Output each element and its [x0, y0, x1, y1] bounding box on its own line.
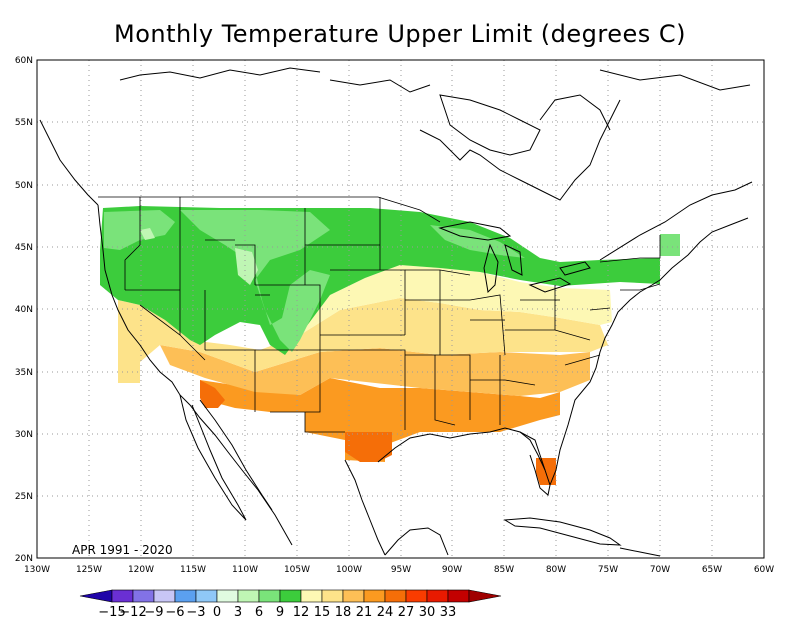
colorbar-label: 18 [335, 605, 352, 618]
lon-tick: 95W [391, 565, 411, 575]
lon-tick: 75W [598, 565, 618, 575]
colorbar-swatch [363, 589, 386, 603]
colorbar-swatch [153, 589, 176, 603]
zone-6-9-northwest [104, 210, 175, 250]
lon-tick: 110W [232, 565, 258, 575]
colorbar-label: 9 [276, 605, 284, 618]
lon-tick: 130W [24, 565, 50, 575]
colorbar-low-arrow [79, 589, 113, 603]
lon-tick: 100W [336, 565, 362, 575]
lon-tick: 80W [546, 565, 566, 575]
colorbar-swatch [447, 589, 470, 603]
zone-24-27-texas [345, 432, 392, 462]
colorbar-label: −3 [186, 605, 205, 618]
colorbar-label: 12 [293, 605, 310, 618]
lon-axis: 130W 125W 120W 115W 110W 105W 100W 95W 9… [24, 565, 774, 575]
zone-3-6-sierra [140, 228, 155, 240]
colorbar-label: −6 [165, 605, 184, 618]
colorbar-swatch [174, 589, 197, 603]
lat-tick: 35N [15, 368, 33, 378]
graticule [37, 60, 764, 558]
lat-tick: 40N [15, 305, 33, 315]
temperature-field [100, 206, 680, 485]
map-title: Monthly Temperature Upper Limit (degrees… [113, 20, 687, 48]
coastlines [39, 67, 753, 557]
lat-axis: 60N 55N 50N 45N 40N 35N 30N 25N 20N [15, 56, 33, 564]
colorbar-label: 21 [356, 605, 373, 618]
lon-tick: 125W [76, 565, 102, 575]
lat-tick: 60N [15, 56, 33, 66]
lat-tick: 30N [15, 430, 33, 440]
lat-tick: 20N [15, 554, 33, 564]
colorbar-label: −9 [144, 605, 163, 618]
zone-3-6-high [235, 248, 258, 285]
lon-tick: 70W [650, 565, 670, 575]
colorbar-swatch [342, 589, 365, 603]
colorbar-swatch [216, 589, 239, 603]
colorbar-swatch [384, 589, 407, 603]
colorbar-label: 33 [440, 605, 457, 618]
colorbar-swatch [132, 589, 155, 603]
colorbar-label: −12 [119, 605, 146, 618]
colorbar-label: 3 [234, 605, 242, 618]
colorbar-swatch [195, 589, 218, 603]
colorbar-swatch [111, 589, 134, 603]
period-label: APR 1991 - 2020 [72, 543, 173, 557]
colorbar-label: −15 [98, 605, 125, 618]
colorbar-swatch [279, 589, 302, 603]
colorbar-swatch [300, 589, 323, 603]
lon-tick: 90W [442, 565, 462, 575]
zone-15-18 [118, 298, 608, 383]
colorbar-label: 15 [314, 605, 331, 618]
lon-tick: 85W [494, 565, 514, 575]
lat-tick: 45N [15, 243, 33, 253]
colorbar-label: 6 [255, 605, 263, 618]
colorbar-swatch [426, 589, 449, 603]
zone-18-21 [160, 345, 590, 396]
lon-tick: 120W [128, 565, 154, 575]
lat-tick: 55N [15, 118, 33, 128]
colorbar-swatch [405, 589, 428, 603]
colorbar-high-arrow [468, 589, 502, 603]
state-borders [98, 196, 661, 433]
colorbar-label: 27 [398, 605, 415, 618]
plot-frame [36, 59, 765, 559]
colorbar-label: 24 [377, 605, 394, 618]
lon-tick: 65W [702, 565, 722, 575]
lon-tick: 60W [754, 565, 774, 575]
lon-tick: 105W [284, 565, 310, 575]
colorbar-label: 0 [213, 605, 221, 618]
colorbar-swatch [321, 589, 344, 603]
lon-tick: 115W [180, 565, 206, 575]
lat-tick: 25N [15, 492, 33, 502]
zone-6-9-maine [660, 234, 680, 256]
zone-6-9-rockies [180, 210, 330, 352]
zone-24-27-arizona [200, 380, 225, 408]
colorbar: −15−12−9 −6 −3 0 3 6 9 12 15 18 21 24 27 30 33 [79, 589, 502, 618]
colorbar-swatch [258, 589, 281, 603]
colorbar-label: 30 [419, 605, 436, 618]
lat-tick: 50N [15, 181, 33, 191]
colorbar-swatch [237, 589, 260, 603]
